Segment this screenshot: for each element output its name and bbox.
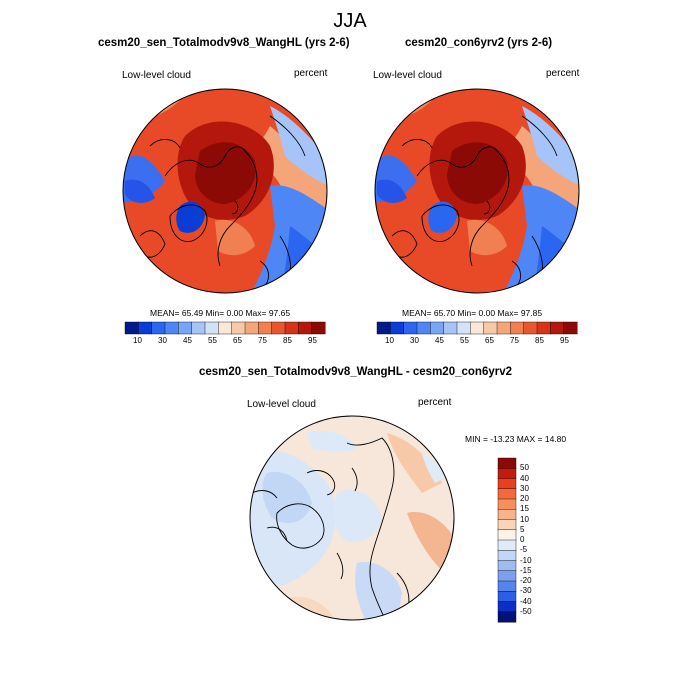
panel3-variable-label: Low-level cloud xyxy=(247,399,316,410)
colorbar-swatch xyxy=(138,321,153,335)
colorbar-swatch xyxy=(403,321,418,335)
colorbar-swatch xyxy=(497,468,517,480)
colorbar-swatch xyxy=(376,321,391,335)
colorbar-swatch xyxy=(497,529,517,541)
colorbar-tick-label: 5 xyxy=(520,524,525,534)
colorbar-swatch xyxy=(536,321,551,335)
colorbar-tick-label: 50 xyxy=(520,463,529,473)
colorbar-tick-label: -15 xyxy=(520,565,532,575)
colorbar-tick-label: 10 xyxy=(133,336,142,345)
colorbar-swatch xyxy=(124,321,139,335)
colorbar-swatch xyxy=(497,519,517,531)
colorbar-swatch xyxy=(443,321,458,335)
panel1-variable-label: Low-level cloud xyxy=(122,70,191,81)
colorbar-swatch xyxy=(311,321,326,335)
colorbar-swatch xyxy=(178,321,193,335)
colorbar-swatch xyxy=(563,321,578,335)
colorbar-swatch xyxy=(204,321,219,335)
panel3-colorbar xyxy=(497,457,517,623)
panel1-stats: MEAN= 65.49 Min= 0.00 Max= 97.65 xyxy=(150,308,291,318)
colorbar-tick-label: 55 xyxy=(460,336,469,345)
colorbar-swatch xyxy=(497,509,517,521)
colorbar-swatch xyxy=(390,321,405,335)
colorbar-tick-label: -50 xyxy=(520,606,532,616)
colorbar-swatch xyxy=(497,570,517,582)
colorbar-tick-label: 45 xyxy=(435,336,444,345)
colorbar-swatch xyxy=(497,488,517,500)
colorbar-swatch xyxy=(244,321,259,335)
panel2-title: cesm20_con6yrv2 (yrs 2-6) xyxy=(405,37,553,49)
colorbar-swatch xyxy=(550,321,565,335)
panel2-units-label: percent xyxy=(546,68,580,79)
colorbar-tick-label: 55 xyxy=(208,336,217,345)
colorbar-tick-label: 45 xyxy=(183,336,192,345)
colorbar-swatch xyxy=(416,321,431,335)
colorbar-swatch xyxy=(496,321,511,335)
colorbar-swatch xyxy=(497,478,517,490)
colorbar-tick-label: 85 xyxy=(283,336,292,345)
panel2-colorbar-ticks: 10 30 45 55 65 75 85 95 xyxy=(377,336,577,348)
colorbar-swatch xyxy=(497,601,517,613)
colorbar-tick-label: 30 xyxy=(410,336,419,345)
figure-title: JJA xyxy=(333,10,367,32)
panel2-variable-label: Low-level cloud xyxy=(373,70,442,81)
colorbar-tick-label: 0 xyxy=(520,535,525,544)
colorbar-swatch xyxy=(430,321,445,335)
colorbar-swatch xyxy=(483,321,498,335)
panel3-colorbar-ticks: 50 40 30 20 15 10 5 0 -5 -10 -15 -20 -30 -40 -50 xyxy=(520,458,550,622)
colorbar-swatch xyxy=(151,321,166,335)
colorbar-tick-label: 75 xyxy=(510,336,519,345)
colorbar-tick-label: -20 xyxy=(520,576,532,585)
colorbar-swatch xyxy=(258,321,273,335)
colorbar-tick-label: 15 xyxy=(520,504,529,514)
colorbar-swatch xyxy=(271,321,286,335)
panel2-colorbar xyxy=(376,321,578,335)
panel1-colorbar xyxy=(124,321,326,335)
colorbar-tick-label: 65 xyxy=(233,336,242,345)
colorbar-swatch xyxy=(497,539,517,551)
colorbar-tick-label: -30 xyxy=(520,586,532,596)
colorbar-swatch xyxy=(510,321,525,335)
colorbar-tick-label: 95 xyxy=(308,336,317,345)
panel3-units-label: percent xyxy=(418,397,452,408)
colorbar-swatch xyxy=(497,591,517,603)
colorbar-swatch xyxy=(298,321,313,335)
colorbar-swatch xyxy=(191,321,206,335)
colorbar-tick-label: 10 xyxy=(385,336,394,345)
colorbar-swatch xyxy=(497,498,517,510)
colorbar-swatch xyxy=(497,611,517,623)
colorbar-tick-label: 20 xyxy=(520,494,529,503)
colorbar-swatch xyxy=(284,321,299,335)
colorbar-tick-label: -40 xyxy=(520,596,532,606)
colorbar-tick-label: 85 xyxy=(535,336,544,345)
colorbar-swatch xyxy=(497,457,517,469)
panel2-stats: MEAN= 65.70 Min= 0.00 Max= 97.85 xyxy=(402,308,543,318)
colorbar-swatch xyxy=(497,550,517,562)
colorbar-tick-label: -10 xyxy=(520,555,532,565)
colorbar-tick-label: 75 xyxy=(258,336,267,345)
panel1-colorbar-ticks: 10 30 45 55 65 75 85 95 xyxy=(125,336,325,348)
panel3-polar-map xyxy=(249,415,455,621)
colorbar-tick-label: 10 xyxy=(520,514,529,524)
panel1-units-label: percent xyxy=(294,68,328,79)
colorbar-swatch xyxy=(164,321,179,335)
colorbar-swatch xyxy=(456,321,471,335)
panel1-title: cesm20_sen_Totalmodv9v8_WangHL (yrs 2-6) xyxy=(98,37,350,49)
colorbar-tick-label: 40 xyxy=(520,473,529,483)
colorbar-tick-label: 95 xyxy=(560,336,569,345)
colorbar-tick-label: 65 xyxy=(485,336,494,345)
colorbar-swatch xyxy=(497,560,517,572)
colorbar-tick-label: 30 xyxy=(520,483,529,493)
panel2-polar-map xyxy=(374,88,580,294)
colorbar-swatch xyxy=(218,321,233,335)
colorbar-swatch xyxy=(523,321,538,335)
colorbar-tick-label: -5 xyxy=(520,545,528,555)
panel3-title: cesm20_sen_Totalmodv9v8_WangHL - cesm20_… xyxy=(199,366,512,378)
colorbar-swatch xyxy=(470,321,485,335)
colorbar-swatch xyxy=(231,321,246,335)
panel1-polar-map xyxy=(122,88,328,294)
colorbar-swatch xyxy=(497,580,517,592)
panel3-stats: MIN = -13.23 MAX = 14.80 xyxy=(465,434,567,444)
colorbar-tick-label: 30 xyxy=(158,336,167,345)
